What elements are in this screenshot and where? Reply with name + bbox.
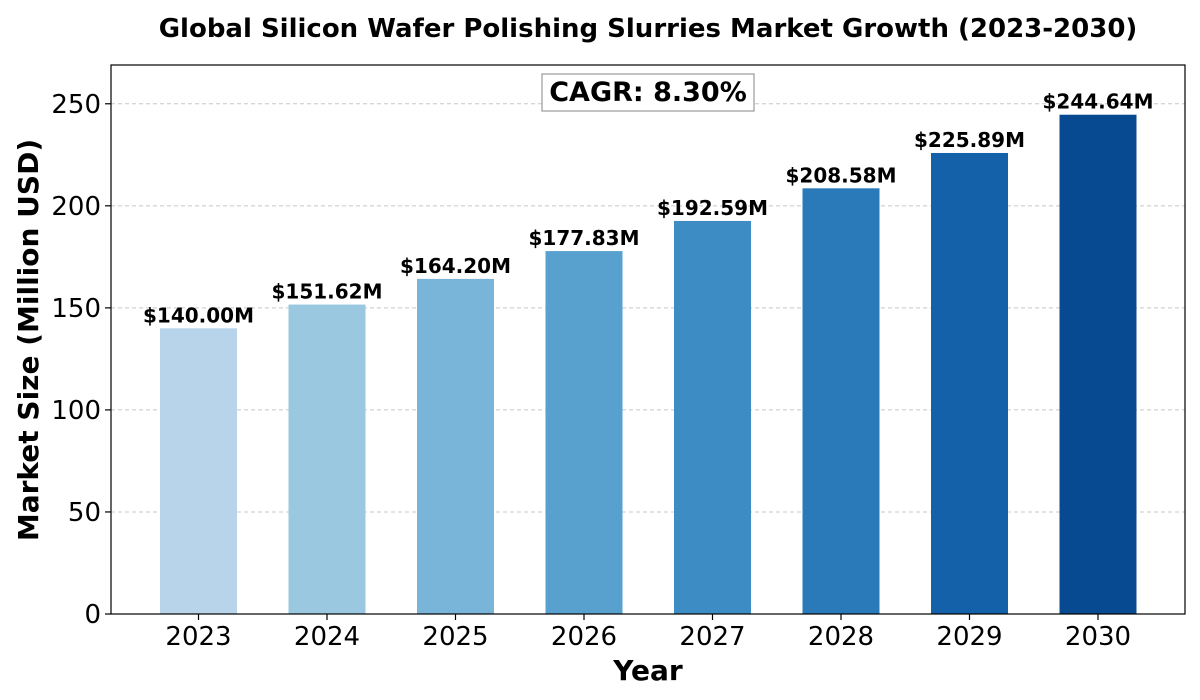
bar-2029 (931, 152, 1008, 615)
grid-lines (111, 103, 1185, 513)
y-tick-label: 0 (84, 600, 101, 630)
data-label-2024: $151.62M (272, 280, 383, 304)
bar-2030 (1059, 114, 1137, 615)
y-tick-label: 200 (51, 192, 101, 222)
cagr-annotation: CAGR: 8.30% (541, 73, 755, 112)
bar-2025 (417, 278, 494, 614)
y-tick-label: 150 (51, 294, 101, 324)
chart-title: Global Silicon Wafer Polishing Slurries … (159, 14, 1138, 44)
cagr-box (541, 73, 755, 112)
y-tick-label: 50 (68, 498, 101, 528)
bars (160, 114, 1137, 615)
data-label-2023: $140.00M (143, 303, 254, 327)
bar-2024 (288, 304, 366, 614)
bar-2026 (545, 251, 623, 614)
x-tick-label-2024: 2024 (294, 622, 360, 652)
cagr-text: CAGR: 8.30% (549, 77, 747, 108)
x-tick-label-2023: 2023 (165, 622, 231, 652)
x-tick-label-2028: 2028 (808, 622, 874, 652)
bar-2027 (674, 220, 751, 614)
x-tick-label-2027: 2027 (679, 622, 745, 652)
plot-frame (110, 64, 1186, 615)
data-label-2027: $192.59M (657, 196, 768, 220)
data-label-2029: $225.89M (914, 128, 1025, 152)
bar-2023 (160, 328, 237, 614)
y-tick-label: 250 (51, 90, 101, 120)
y-axis-ticks: 0 50 100 150 200 250 (51, 90, 111, 630)
x-tick-label-2025: 2025 (422, 622, 488, 652)
data-label-2028: $208.58M (786, 163, 897, 187)
x-tick-label-2030: 2030 (1065, 622, 1131, 652)
y-axis-label: Market Size (Million USD) (12, 139, 45, 541)
data-label-2026: $177.83M (529, 226, 640, 250)
bar-2028 (802, 188, 880, 614)
data-labels: $140.00M $151.62M $164.20M $177.83M $192.59M… (143, 90, 1154, 328)
x-tick-label-2029: 2029 (936, 622, 1002, 652)
x-axis-ticks: 2023 2024 2025 2026 2027 2028 2029 2030 (165, 614, 1131, 652)
x-tick-label-2026: 2026 (551, 622, 617, 652)
y-tick-label: 100 (51, 396, 101, 426)
data-label-2030: $244.64M (1043, 90, 1154, 114)
data-label-2025: $164.20M (400, 254, 511, 278)
x-axis-label: Year (612, 654, 683, 687)
